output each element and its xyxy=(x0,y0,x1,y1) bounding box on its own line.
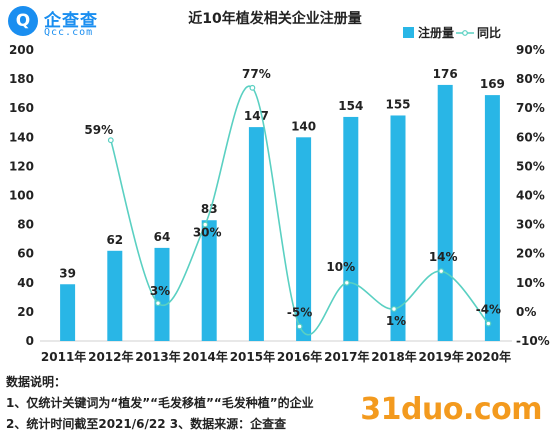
y-left-tick-label: 80 xyxy=(17,218,34,232)
yoy-point xyxy=(107,137,114,144)
y-left-tick-label: 160 xyxy=(9,101,34,115)
logo-domain: Qcc.com xyxy=(44,27,94,38)
x-tick-label: 2014年 xyxy=(182,349,227,364)
y-left-tick-label: 40 xyxy=(17,276,34,290)
y-right-tick-label: 60% xyxy=(516,130,545,144)
bar-2014年 xyxy=(201,220,217,341)
y-right-tick-label: 90% xyxy=(516,43,545,57)
yoy-point xyxy=(343,279,350,286)
y-right-tick-label: 70% xyxy=(516,101,545,115)
bar-value-label: 155 xyxy=(385,97,410,111)
bar-2015年 xyxy=(248,127,264,342)
notes-line-2: 2、统计时间截至2021/6/22 3、数据来源：企查查 xyxy=(6,417,287,431)
bar-value-label: 147 xyxy=(244,109,269,123)
bar-value-label: 83 xyxy=(201,202,218,216)
yoy-point xyxy=(249,84,256,91)
bar-2018年 xyxy=(390,115,406,341)
x-tick-label: 2016年 xyxy=(277,349,322,364)
yoy-label: 59% xyxy=(84,123,113,137)
yoy-point xyxy=(391,306,397,312)
bar-2020年 xyxy=(484,95,500,341)
y-right-tick-label: 30% xyxy=(516,218,545,232)
bar-2016年 xyxy=(296,137,312,341)
y-right-tick-label: 10% xyxy=(516,276,545,290)
bar-value-label: 64 xyxy=(154,230,171,244)
y-left-tick-label: 20 xyxy=(17,305,34,319)
x-tick-label: 2012年 xyxy=(88,349,133,364)
yoy-point xyxy=(296,323,303,330)
y-left-tick-label: 100 xyxy=(9,189,34,203)
yoy-label: 14% xyxy=(429,250,458,264)
y-left-tick-label: 60 xyxy=(17,247,34,261)
yoy-label: -5% xyxy=(287,305,312,319)
x-tick-label: 2019年 xyxy=(418,349,463,364)
qcc-logo: Q 企查查 Qcc.com xyxy=(8,6,118,40)
x-tick-label: 2011年 xyxy=(41,349,86,364)
registration-chart: 0 20 40 60 80 100 120 140 160 180 200 -10% 0% 10% 20% 3… xyxy=(9,25,550,364)
x-tick-label: 2018年 xyxy=(371,349,416,364)
yoy-label: 3% xyxy=(150,284,170,298)
bar-2017年 xyxy=(343,116,359,342)
y-left-tick-label: 0 xyxy=(26,334,34,348)
y-left-tick-label: 140 xyxy=(9,130,34,144)
yoy-point xyxy=(485,320,492,327)
bar-2013年 xyxy=(154,247,170,341)
y-right-tick-label: -10% xyxy=(516,334,550,348)
bar-value-label: 169 xyxy=(480,77,505,91)
legend-bar-label: 注册量 xyxy=(418,25,454,40)
legend-bar-swatch xyxy=(403,27,414,38)
y-right-tick-label: 20% xyxy=(516,247,545,261)
yoy-label: 30% xyxy=(193,226,222,240)
bar-value-label: 154 xyxy=(338,99,363,113)
notes-line-1: 1、仅统计关键词为“植发”“毛发移植”“毛发种植”的企业 xyxy=(6,396,314,410)
y-right-tick-label: 50% xyxy=(516,159,545,173)
y-left-tick-label: 120 xyxy=(9,159,34,173)
yoy-point xyxy=(155,300,161,307)
bar-value-label: 62 xyxy=(106,233,123,247)
bar-2011年 xyxy=(60,284,76,341)
legend-line-label: 同比 xyxy=(477,25,501,40)
yoy-line xyxy=(110,85,490,336)
x-tick-label: 2017年 xyxy=(324,349,369,364)
y-left-tick-label: 200 xyxy=(9,43,34,57)
yoy-label: 10% xyxy=(326,260,355,274)
x-tick-label: 2013年 xyxy=(135,349,180,364)
legend-line-marker xyxy=(462,30,468,36)
yoy-label: 77% xyxy=(242,67,271,81)
yoy-point xyxy=(438,268,445,275)
notes-heading: 数据说明： xyxy=(6,375,67,389)
logo-mark-icon: Q xyxy=(8,6,38,36)
bar-2012年 xyxy=(107,250,123,341)
yoy-point xyxy=(202,221,209,228)
chart-title: 近10年植发相关企业注册量 xyxy=(188,11,362,27)
y-right-tick-label: 40% xyxy=(516,189,545,203)
bar-value-label: 39 xyxy=(59,266,76,280)
x-tick-label: 2020年 xyxy=(466,349,511,364)
data-notes: 数据说明： 1、仅统计关键词为“植发”“毛发移植”“毛发种植”的企业 2、统计时… xyxy=(6,372,314,435)
y-right-tick-label: 80% xyxy=(516,72,545,86)
y-right-tick-label: 0% xyxy=(516,305,536,319)
bar-value-label: 176 xyxy=(433,67,458,81)
bar-2019年 xyxy=(437,84,453,342)
y-left-tick-label: 180 xyxy=(9,72,34,86)
watermark: 31duo.com xyxy=(360,392,542,427)
bar-value-label: 140 xyxy=(291,119,316,133)
x-tick-label: 2015年 xyxy=(230,349,275,364)
yoy-label: -4% xyxy=(476,303,501,317)
yoy-label: 1% xyxy=(386,314,406,328)
logo-name: 企查查 xyxy=(44,11,98,31)
